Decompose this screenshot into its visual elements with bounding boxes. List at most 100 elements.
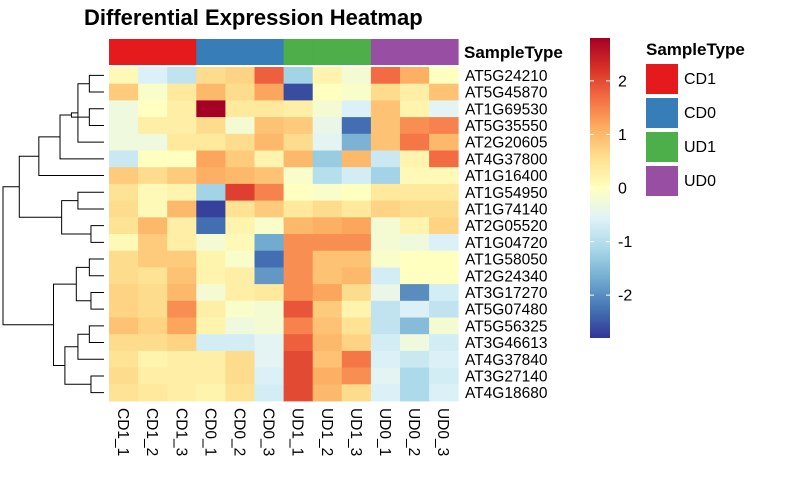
column-label: UD1_3 [347, 408, 364, 456]
heatmap-cell [400, 250, 430, 268]
heatmap-cell [138, 384, 168, 402]
heatmap-cell [196, 133, 226, 151]
heatmap-cell [167, 367, 197, 385]
heatmap-cell [429, 117, 459, 135]
legend-label: UD1 [684, 139, 716, 156]
heatmap-cell [341, 167, 372, 185]
heatmap-cell [341, 67, 372, 85]
color-scale-gradient [590, 38, 610, 338]
heatmap-cell [429, 300, 459, 318]
heatmap-cell [167, 200, 197, 218]
heatmap-cell [312, 317, 343, 335]
heatmap-cell [196, 183, 226, 201]
row-label: AT1G58050 [465, 252, 548, 269]
heatmap-cell [254, 133, 284, 151]
heatmap-cell [370, 300, 401, 318]
heatmap-cell [341, 200, 372, 218]
heatmap-cell [167, 67, 197, 85]
heatmap-cell [225, 300, 255, 318]
annotation-cell [429, 39, 459, 65]
heatmap-cell [109, 334, 139, 352]
column-label: CD0_2 [230, 408, 247, 456]
heatmap-cell [138, 234, 168, 252]
heatmap-cell [312, 234, 343, 252]
heatmap-cell [312, 117, 343, 135]
heatmap-cell [225, 250, 255, 268]
dendrogram-branch [70, 112, 90, 118]
heatmap-cell [167, 133, 197, 151]
heatmap-cell [400, 217, 430, 235]
heatmap-cell [312, 334, 343, 352]
row-label: AT1G69530 [465, 101, 548, 118]
heatmap-cell [225, 100, 255, 118]
heatmap-cell [254, 200, 284, 218]
annotation-cell [341, 39, 372, 65]
heatmap-cell [429, 284, 459, 302]
heatmap-cell [254, 217, 284, 235]
heatmap-cell [283, 117, 314, 135]
heatmap-cell [283, 133, 314, 151]
heatmap-cell [283, 167, 314, 185]
heatmap-cell [167, 267, 197, 285]
heatmap-cell [370, 83, 401, 101]
heatmap-cell [429, 217, 459, 235]
annotation-cell [370, 39, 401, 65]
dendrogram-branch [75, 266, 91, 302]
heatmap-cell [312, 167, 343, 185]
heatmap-cell [400, 317, 430, 335]
heatmap-cell [312, 250, 343, 268]
annotation-label: SampleType [464, 43, 563, 62]
column-label: UD1_1 [289, 408, 306, 456]
heatmap-cell [400, 67, 430, 85]
column-label: CD1_2 [143, 408, 160, 456]
heatmap-cell [109, 384, 139, 402]
heatmap-cell [254, 167, 284, 185]
heatmap-cell [225, 234, 255, 252]
column-annotation-bar [109, 39, 459, 65]
heatmap-cell [196, 367, 226, 385]
heatmap-cell [341, 350, 372, 368]
heatmap-cell [138, 167, 168, 185]
heatmap-cell [429, 367, 459, 385]
heatmap-cell [225, 350, 255, 368]
heatmap-cell [138, 300, 168, 318]
heatmap-cell [196, 117, 226, 135]
row-label: AT5G07480 [465, 302, 548, 319]
heatmap-cell [167, 317, 197, 335]
heatmap-cell [341, 133, 372, 151]
heatmap-cell [196, 200, 226, 218]
heatmap-cell [283, 367, 314, 385]
heatmap-cell [312, 183, 343, 201]
annotation-cell [312, 39, 343, 65]
row-label: AT1G16400 [465, 168, 548, 185]
row-label: AT4G18680 [465, 385, 548, 402]
heatmap-cell [167, 117, 197, 135]
heatmap-cell [254, 183, 284, 201]
heatmap-cell [138, 150, 168, 168]
annotation-cell [196, 39, 226, 65]
legend-label: CD1 [684, 71, 716, 88]
heatmap-cell [109, 217, 139, 235]
heatmap-cell [225, 133, 255, 151]
heatmap-cell [400, 150, 430, 168]
heatmap-cell [109, 267, 139, 285]
heatmap-cell [341, 334, 372, 352]
heatmap-cell [400, 300, 430, 318]
heatmap-cell [400, 384, 430, 402]
heatmap-cell [400, 284, 430, 302]
heatmap-cell [312, 133, 343, 151]
heatmap-cell [341, 217, 372, 235]
heatmap-cell [254, 384, 284, 402]
heatmap-cell [341, 367, 372, 385]
heatmap-cell [341, 183, 372, 201]
heatmap-cell [400, 200, 430, 218]
heatmap-cell [283, 83, 314, 101]
heatmap-cell [196, 217, 226, 235]
legend-swatch [646, 98, 678, 128]
heatmap-cell [429, 150, 459, 168]
heatmap-cell [283, 234, 314, 252]
heatmap-cell [370, 334, 401, 352]
heatmap-cell [283, 217, 314, 235]
heatmap-cell [109, 250, 139, 268]
dendrogram-branch [77, 333, 104, 360]
